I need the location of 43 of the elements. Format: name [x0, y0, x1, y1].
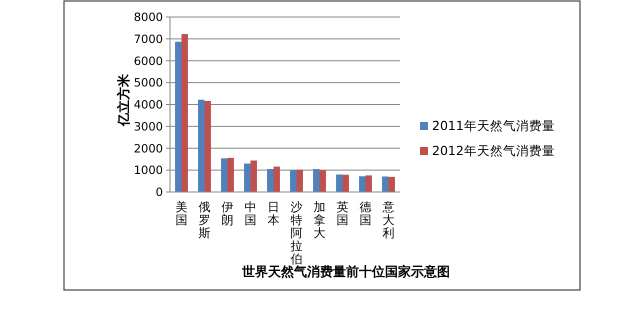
bar	[320, 170, 326, 192]
x-tick-label: 德国	[360, 200, 372, 227]
bar	[250, 160, 257, 192]
bar	[182, 34, 188, 192]
bar	[342, 174, 349, 192]
text: 世界天然气消费量前十位国家示意图	[241, 264, 450, 280]
bar	[313, 169, 320, 192]
y-tick-label: 5000	[134, 76, 163, 90]
x-tick-label: 中国	[244, 200, 256, 227]
bar	[336, 174, 342, 192]
x-tick-label: 伊朗	[222, 200, 234, 227]
y-tick-label: 6000	[134, 54, 163, 68]
legend-label: 2012年天然气消费量	[432, 143, 555, 158]
x-tick-label: 日本	[268, 200, 280, 227]
y-tick-label: 3000	[134, 119, 163, 134]
bar	[366, 175, 372, 192]
bar	[290, 170, 296, 192]
y-tick-label: 7000	[134, 32, 163, 46]
bar	[228, 158, 234, 192]
x-tick-label: 加拿大	[314, 200, 326, 240]
bar	[388, 176, 395, 192]
x-tick-label: 美国	[176, 200, 188, 227]
bar	[267, 169, 274, 192]
x-tick-label: 英国	[336, 200, 348, 227]
bar	[244, 164, 250, 192]
bar	[296, 170, 303, 192]
y-tick-label: 8000	[134, 10, 163, 24]
x-tick-label: 意大利	[382, 200, 394, 240]
bar	[175, 42, 182, 192]
y-tick-label: 2000	[134, 141, 163, 156]
x-tick-label: 俄罗斯	[198, 200, 210, 240]
bar	[204, 101, 211, 192]
bar	[274, 166, 280, 192]
bar	[221, 158, 228, 192]
bar	[359, 176, 366, 192]
x-tick-label: 沙特阿拉伯	[290, 200, 302, 266]
y-tick-label: 1000	[134, 163, 163, 178]
bar	[382, 176, 388, 192]
y-tick-label: 0	[156, 185, 163, 199]
y-tick-label: 4000	[134, 98, 163, 112]
y-axis-title: 亿立方米	[116, 73, 132, 127]
legend-label: 2011年天然气消费量	[432, 118, 555, 133]
bar	[198, 100, 204, 192]
